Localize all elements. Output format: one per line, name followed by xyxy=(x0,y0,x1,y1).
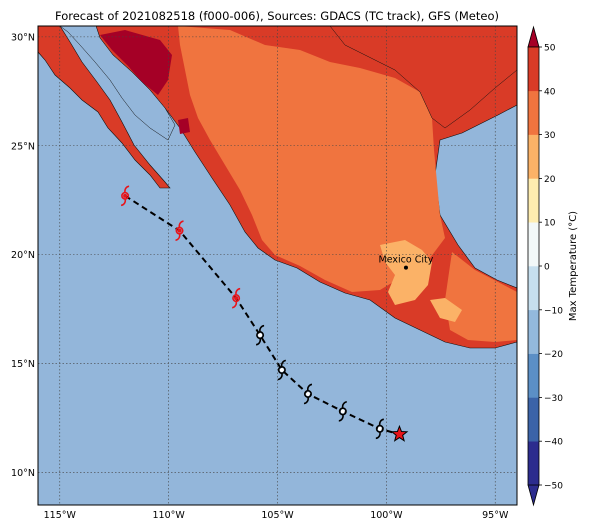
current-position-star-icon xyxy=(390,424,409,442)
colorbar-segment xyxy=(528,47,539,92)
track-line xyxy=(124,194,400,436)
cyclone-symbol-icon xyxy=(232,287,241,309)
cyclone-symbol-icon xyxy=(120,185,130,207)
colorbar-segment xyxy=(528,397,539,442)
latitude-tick-labels: 10°N 15°N 20°N 25°N 30°N xyxy=(11,32,35,478)
colorbar-tick-label: 50 xyxy=(544,44,556,54)
highlands xyxy=(380,240,432,305)
colorbar-segment xyxy=(528,266,539,311)
us-region xyxy=(329,26,517,129)
cyclone-symbol-icon xyxy=(375,418,384,440)
colorbar-tick-label: 20 xyxy=(544,175,556,185)
colorbar-segment xyxy=(528,134,539,179)
highlands-south xyxy=(430,298,462,322)
colorbar-segment xyxy=(528,441,539,486)
lat-tick-label: 30°N xyxy=(11,32,35,43)
baja-california xyxy=(38,26,171,189)
hot-zone-north xyxy=(178,118,190,134)
city-label: Mexico City xyxy=(379,255,434,266)
colorbar-extend-min xyxy=(527,484,540,507)
city-dot xyxy=(403,265,408,270)
colorbar-tick-label: −50 xyxy=(544,482,563,492)
lon-tick-label: 105°W xyxy=(261,510,294,521)
colorbar-tick-label: 0 xyxy=(544,263,550,273)
lon-tick-label: 110°W xyxy=(152,510,185,521)
lat-tick-label: 10°N xyxy=(11,468,35,479)
cyclone-symbol-icon xyxy=(255,324,265,346)
figure-title: Forecast of 2021082518 (f000-006), Sourc… xyxy=(55,9,499,23)
colorbar-tick-label: −10 xyxy=(544,306,563,316)
colorbar-segment xyxy=(528,309,539,354)
cyclone-symbol-icon xyxy=(175,220,184,241)
lon-tick-label: 115°W xyxy=(44,510,77,521)
gulf-of-california xyxy=(59,26,176,141)
colorbar-label: Max Temperature (°C) xyxy=(568,211,579,321)
colorbar-tick-label: 30 xyxy=(544,131,556,141)
cyclone-symbol-icon xyxy=(277,359,286,381)
lat-tick-label: 20°N xyxy=(11,250,35,261)
city-marker: Mexico City xyxy=(379,255,434,270)
cyclone-symbol-icon xyxy=(338,401,347,422)
yucatan-interior xyxy=(445,252,517,342)
map-frame xyxy=(37,25,518,506)
colorbar-tick-label: 40 xyxy=(544,87,556,97)
storm-track xyxy=(120,185,409,442)
lon-tick-label: 95°W xyxy=(482,510,509,521)
map-panel: Mexico City xyxy=(38,26,517,505)
lat-tick-label: 15°N xyxy=(11,359,35,370)
colorbar-tick-label: −30 xyxy=(544,394,563,404)
colorbar-tick-label: −20 xyxy=(544,350,563,360)
colorbar-extend-max xyxy=(527,25,540,48)
colorbar-segment xyxy=(528,353,539,398)
lon-tick-label: 100°W xyxy=(370,510,403,521)
colorbar-segment xyxy=(528,178,539,223)
colorbar-tick-label: 10 xyxy=(544,219,556,229)
colorbar-segment xyxy=(528,222,539,267)
colorbar-tick-label: −40 xyxy=(544,438,563,448)
colorbar-segment xyxy=(528,90,539,135)
hot-zone-sonora xyxy=(100,30,172,95)
colorbar: −50 −40 −30 −20 −10 0 10 20 30 40 50 xyxy=(527,25,563,507)
cyclone-symbol-icon xyxy=(303,383,313,405)
interior-plateau xyxy=(178,26,445,292)
longitude-tick-labels: 115°W 110°W 105°W 100°W 95°W xyxy=(44,510,509,521)
lat-tick-label: 25°N xyxy=(11,141,35,152)
